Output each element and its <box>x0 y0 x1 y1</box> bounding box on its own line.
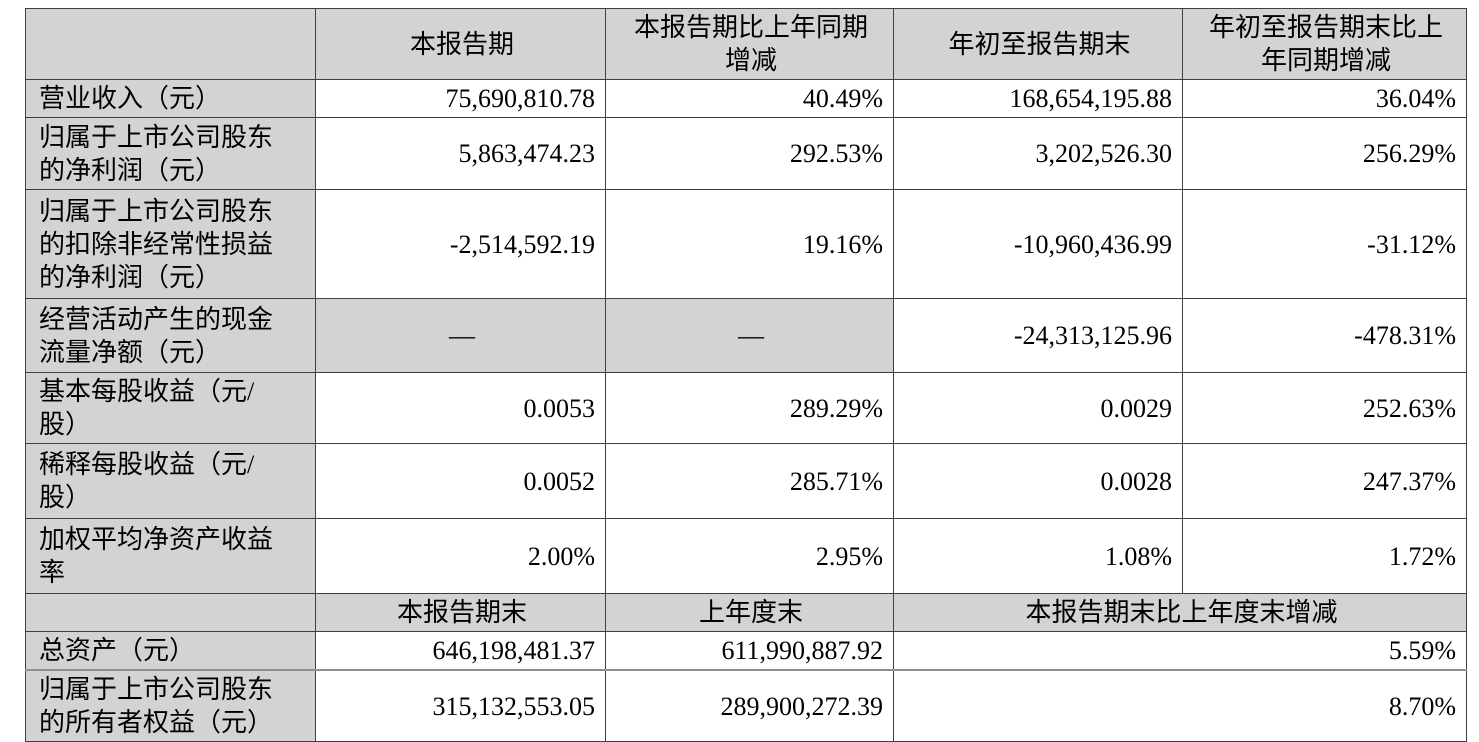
value-cell: -478.31% <box>1182 298 1467 373</box>
row-label-total-assets: 总资产（元） <box>25 631 316 671</box>
value-cell: 1.08% <box>893 518 1183 594</box>
value-cell: -2,514,592.19 <box>315 189 606 299</box>
row-label-net-profit-excl-nonrecurring: 归属于上市公司股东 的扣除非经常性损益 的净利润（元） <box>25 189 316 299</box>
value-cell: 1.72% <box>1182 518 1467 594</box>
table-row-basic-eps: 基本每股收益（元/ 股） 0.0053 289.29% 0.0029 252.6… <box>25 372 1467 444</box>
table-row-revenue: 营业收入（元） 75,690,810.78 40.49% 168,654,195… <box>25 79 1467 118</box>
value-cell: 168,654,195.88 <box>893 79 1183 118</box>
value-cell: 285.71% <box>605 443 894 519</box>
row-label-weighted-avg-roe: 加权平均净资产收益 率 <box>25 518 316 594</box>
value-cell: 40.49% <box>605 79 894 118</box>
financial-summary-table-wrap: 本报告期 本报告期比上年同期 增减 年初至报告期末 年初至报告期末比上 年同期增… <box>25 8 1467 742</box>
header-empty-cell <box>25 8 316 80</box>
row-label-revenue: 营业收入（元） <box>25 79 316 118</box>
table-row-owners-equity: 归属于上市公司股东 的所有者权益（元） 315,132,553.05 289,9… <box>25 669 1467 742</box>
header-empty-cell <box>25 593 316 632</box>
value-cell: 247.37% <box>1182 443 1467 519</box>
value-cell: 289.29% <box>605 372 894 444</box>
value-cell: 8.70% <box>893 669 1467 742</box>
value-cell: 292.53% <box>605 117 894 190</box>
value-cell: 2.00% <box>315 518 606 594</box>
value-cell: -31.12% <box>1182 189 1467 299</box>
value-cell: -10,960,436.99 <box>893 189 1183 299</box>
column-header-ytd-yoy-change: 年初至报告期末比上 年同期增减 <box>1182 8 1467 80</box>
column-header-ytd: 年初至报告期末 <box>893 8 1183 80</box>
column-header-current-period: 本报告期 <box>315 8 606 80</box>
value-cell: -24,313,125.96 <box>893 298 1183 373</box>
table-row-diluted-eps: 稀释每股收益（元/ 股） 0.0052 285.71% 0.0028 247.3… <box>25 443 1467 519</box>
value-cell: 75,690,810.78 <box>315 79 606 118</box>
header-row-period-end: 本报告期末 上年度末 本报告期末比上年度末增减 <box>25 593 1467 632</box>
value-cell: 611,990,887.92 <box>605 631 894 671</box>
value-cell: 5.59% <box>893 631 1467 671</box>
row-label-operating-cash-flow: 经营活动产生的现金 流量净额（元） <box>25 298 316 373</box>
value-cell: 19.16% <box>605 189 894 299</box>
value-cell: 36.04% <box>1182 79 1467 118</box>
value-cell-empty-dash: — <box>315 298 606 373</box>
table-row-net-profit-excl-nonrecurring: 归属于上市公司股东 的扣除非经常性损益 的净利润（元） -2,514,592.1… <box>25 189 1467 299</box>
column-header-yoy-change: 本报告期比上年同期 增减 <box>605 8 894 80</box>
value-cell: 2.95% <box>605 518 894 594</box>
value-cell: 5,863,474.23 <box>315 117 606 190</box>
header-row-period: 本报告期 本报告期比上年同期 增减 年初至报告期末 年初至报告期末比上 年同期增… <box>25 8 1467 80</box>
value-cell: 315,132,553.05 <box>315 669 606 742</box>
value-cell: 0.0053 <box>315 372 606 444</box>
column-header-change-vs-prior-year-end: 本报告期末比上年度末增减 <box>893 593 1467 632</box>
value-cell: 289,900,272.39 <box>605 669 894 742</box>
value-cell: 0.0028 <box>893 443 1183 519</box>
row-label-diluted-eps: 稀释每股收益（元/ 股） <box>25 443 316 519</box>
value-cell: 252.63% <box>1182 372 1467 444</box>
value-cell: 256.29% <box>1182 117 1467 190</box>
table-row-total-assets: 总资产（元） 646,198,481.37 611,990,887.92 5.5… <box>25 631 1467 671</box>
value-cell: 646,198,481.37 <box>315 631 606 671</box>
table-row-net-profit: 归属于上市公司股东 的净利润（元） 5,863,474.23 292.53% 3… <box>25 117 1467 190</box>
row-label-basic-eps: 基本每股收益（元/ 股） <box>25 372 316 444</box>
value-cell: 0.0029 <box>893 372 1183 444</box>
value-cell: 0.0052 <box>315 443 606 519</box>
table-row-operating-cash-flow: 经营活动产生的现金 流量净额（元） — — -24,313,125.96 -47… <box>25 298 1467 373</box>
table-row-weighted-avg-roe: 加权平均净资产收益 率 2.00% 2.95% 1.08% 1.72% <box>25 518 1467 594</box>
column-header-period-end: 本报告期末 <box>315 593 606 632</box>
row-label-owners-equity: 归属于上市公司股东 的所有者权益（元） <box>25 669 316 742</box>
value-cell: 3,202,526.30 <box>893 117 1183 190</box>
row-label-net-profit: 归属于上市公司股东 的净利润（元） <box>25 117 316 190</box>
financial-summary-table: 本报告期 本报告期比上年同期 增减 年初至报告期末 年初至报告期末比上 年同期增… <box>25 8 1467 742</box>
value-cell-empty-dash: — <box>605 298 894 373</box>
column-header-prior-year-end: 上年度末 <box>605 593 894 632</box>
